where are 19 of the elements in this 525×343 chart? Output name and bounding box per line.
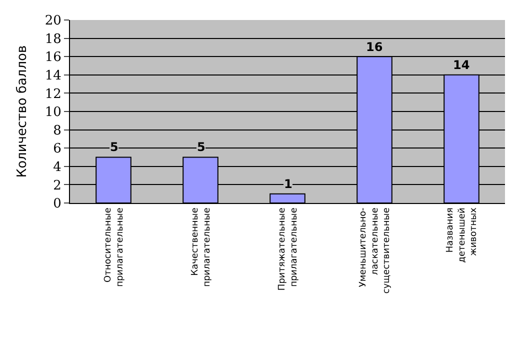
y-tick-label: 8 <box>53 123 62 138</box>
x-tick-label: Относительные прилагательные <box>104 207 126 287</box>
data-label: 14 <box>453 58 470 72</box>
y-tick-label: 10 <box>44 105 62 120</box>
data-label: 5 <box>110 140 118 154</box>
y-tick-label: 4 <box>53 160 62 175</box>
y-tick-label: 12 <box>44 86 62 102</box>
x-tick-label: Названия детенышей животных <box>446 206 480 263</box>
data-label: 16 <box>366 40 383 54</box>
y-tick-label: 16 <box>44 50 62 66</box>
y-tick-label: 0 <box>53 196 62 212</box>
y-tick-label: 6 <box>53 142 62 157</box>
data-label: 5 <box>197 140 206 154</box>
y-tick-label: 2 <box>53 178 62 194</box>
data-label: 1 <box>284 177 292 191</box>
y-tick-label: 18 <box>44 32 62 47</box>
y-axis-title: Количество баллов <box>14 45 30 178</box>
y-tick-label: 20 <box>44 14 62 29</box>
y-tick-label: 14 <box>44 68 62 84</box>
